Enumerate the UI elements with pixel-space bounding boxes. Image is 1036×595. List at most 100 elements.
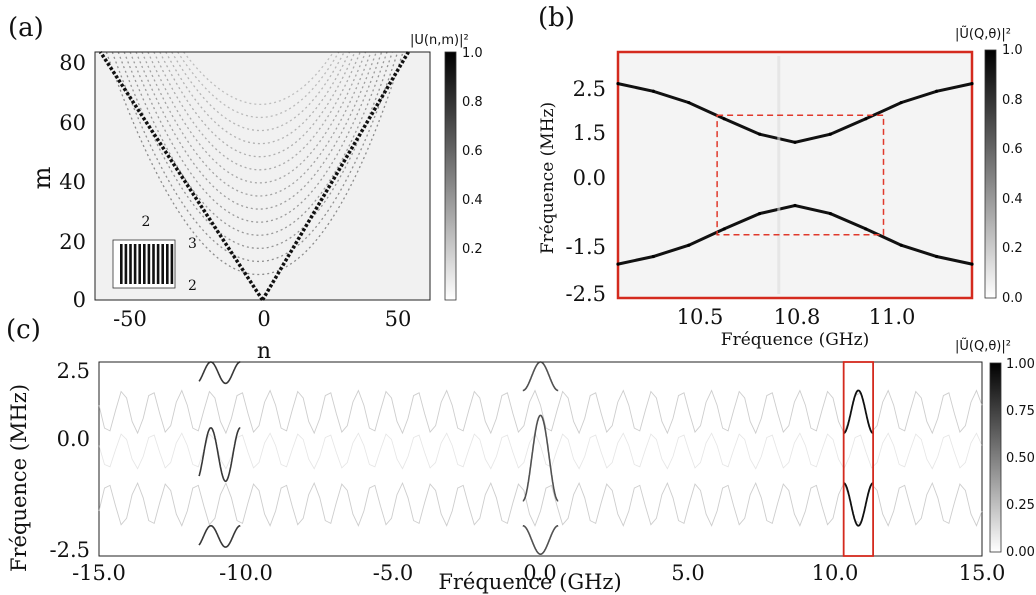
fringe-arc bbox=[159, 51, 356, 158]
c-cb-tick-025: 0.25 bbox=[1006, 498, 1035, 513]
band-point bbox=[616, 262, 620, 266]
panel-a-x-ticks: -50 0 50 bbox=[113, 307, 411, 331]
c-ytick-00: 0.0 bbox=[57, 427, 90, 451]
inset-bar bbox=[170, 244, 174, 284]
band-point bbox=[899, 243, 903, 247]
b-xtick-110: 11.0 bbox=[869, 305, 916, 329]
a-cb-tick-1: 1.0 bbox=[462, 46, 483, 61]
b-ytick-00: 0.0 bbox=[573, 166, 606, 190]
fringe-arc bbox=[105, 51, 404, 275]
band-point bbox=[722, 227, 726, 231]
c-cb-tick-100: 1.00 bbox=[1006, 357, 1035, 372]
a-ytick-80: 80 bbox=[59, 51, 86, 75]
inset-bar bbox=[166, 244, 169, 284]
panel-c-y-ticks: 2.5 0.0 -2.5 bbox=[50, 359, 91, 562]
highlight-box-dashed bbox=[716, 114, 885, 236]
b-ytick-15: 1.5 bbox=[573, 121, 606, 145]
panel-c-marks bbox=[98, 361, 983, 557]
b-cb-tick-04: 0.4 bbox=[1002, 192, 1023, 207]
c-cb-tick-000: 0.00 bbox=[1006, 545, 1035, 560]
feature-band-m11-top bbox=[198, 361, 241, 385]
panel-a-inset: 2 3 2 bbox=[112, 214, 197, 294]
panel-b-y-ticks: 2.5 1.5 0.0 -1.5 -2.5 bbox=[566, 77, 607, 306]
feature-band-m11-mid bbox=[198, 427, 241, 482]
panel-b: (b) 2.5 1.5 0.0 -1.5 -2.5 10.5 10.8 11.0… bbox=[538, 3, 1023, 350]
inset-bar bbox=[129, 244, 132, 284]
band-point bbox=[793, 140, 797, 144]
feature-band-0-top bbox=[522, 361, 559, 392]
panel-a: (a) 2 3 2 80 60 40 20 0 -50 0 50 n m 1.0… bbox=[8, 13, 483, 364]
c-ytick-m25: -2.5 bbox=[50, 538, 91, 562]
a-ytick-20: 20 bbox=[59, 230, 86, 254]
a-cb-tick-04: 0.4 bbox=[462, 193, 483, 208]
panel-c-label: (c) bbox=[6, 315, 41, 345]
band-point bbox=[687, 100, 691, 105]
c-xtick-m50: -5.0 bbox=[373, 561, 414, 585]
b-cb-tick-0: 0.0 bbox=[1002, 291, 1023, 306]
b-cb-tick-1: 1.0 bbox=[1002, 43, 1023, 58]
inset-label-top: 2 bbox=[142, 214, 151, 230]
panel-b-colorbar-label: |Ũ(Q,θ)|² bbox=[955, 26, 1011, 42]
band-point bbox=[864, 117, 868, 121]
panel-a-marks bbox=[98, 51, 410, 301]
fringe-arc bbox=[141, 51, 372, 197]
cone-edge-right bbox=[260, 51, 410, 301]
feature-band-11-lower bbox=[843, 482, 874, 527]
panel-b-label: (b) bbox=[538, 3, 575, 33]
band-point bbox=[828, 211, 833, 216]
a-ytick-60: 60 bbox=[59, 111, 86, 135]
c-xtick-50: 5.0 bbox=[671, 561, 704, 585]
panel-a-y-label: m bbox=[28, 166, 56, 189]
inset-bar bbox=[147, 244, 151, 284]
inset-bar bbox=[143, 244, 146, 284]
inset-bar bbox=[161, 244, 164, 284]
panel-a-label: (a) bbox=[8, 13, 44, 43]
a-cb-tick-02: 0.2 bbox=[462, 242, 483, 257]
band-point bbox=[687, 243, 691, 247]
a-cb-tick-06: 0.6 bbox=[462, 144, 483, 159]
background-band-upper bbox=[98, 389, 983, 435]
band-point bbox=[758, 211, 762, 216]
band-point bbox=[970, 262, 974, 266]
inset-bar bbox=[156, 244, 160, 284]
band-point bbox=[758, 132, 762, 136]
panel-b-plot-area bbox=[616, 50, 974, 300]
panel-c-y-label: Fréquence (MHz) bbox=[7, 384, 31, 572]
band-point bbox=[864, 227, 868, 231]
fringe-arc bbox=[135, 51, 377, 210]
inset-bar bbox=[152, 244, 155, 284]
a-ytick-0: 0 bbox=[73, 288, 86, 312]
fringe-arc bbox=[183, 51, 335, 105]
panel-a-y-ticks: 80 60 40 20 0 bbox=[59, 51, 86, 312]
a-xtick-m50: -50 bbox=[113, 307, 147, 331]
a-cb-tick-08: 0.8 bbox=[462, 95, 483, 110]
fringe-arc bbox=[129, 51, 383, 223]
b-ytick-m25: -2.5 bbox=[566, 282, 607, 306]
band-point bbox=[899, 100, 903, 105]
c-xtick-150: 15.0 bbox=[959, 561, 1006, 585]
spectral-stripe bbox=[777, 56, 781, 294]
band-point bbox=[651, 89, 656, 93]
panel-c-plot-area bbox=[98, 361, 983, 557]
feature-band-0-bottom bbox=[522, 524, 559, 555]
inset-bars bbox=[120, 244, 174, 284]
b-xtick-105: 10.5 bbox=[677, 305, 724, 329]
band-point bbox=[970, 81, 974, 86]
fringe-arc bbox=[177, 51, 340, 118]
panel-a-x-label: n bbox=[257, 339, 271, 364]
band-point bbox=[722, 117, 726, 121]
b-cb-tick-06: 0.6 bbox=[1002, 142, 1023, 157]
panel-b-x-ticks: 10.5 10.8 11.0 bbox=[677, 305, 916, 329]
background-band-middle bbox=[98, 432, 983, 470]
inset-label-bottom: 2 bbox=[188, 278, 197, 294]
b-cb-tick-02: 0.2 bbox=[1002, 241, 1023, 256]
panel-b-x-label: Fréquence (GHz) bbox=[721, 330, 869, 350]
band-point bbox=[935, 89, 939, 93]
band-point bbox=[935, 254, 939, 259]
background-band-lower bbox=[98, 481, 983, 527]
feature-band-11-upper bbox=[843, 389, 874, 435]
panel-b-marks bbox=[616, 56, 974, 294]
cone-edge-left bbox=[98, 51, 264, 301]
c-xtick-0: 0.0 bbox=[523, 561, 556, 585]
panel-c-colorbar bbox=[989, 362, 1002, 553]
